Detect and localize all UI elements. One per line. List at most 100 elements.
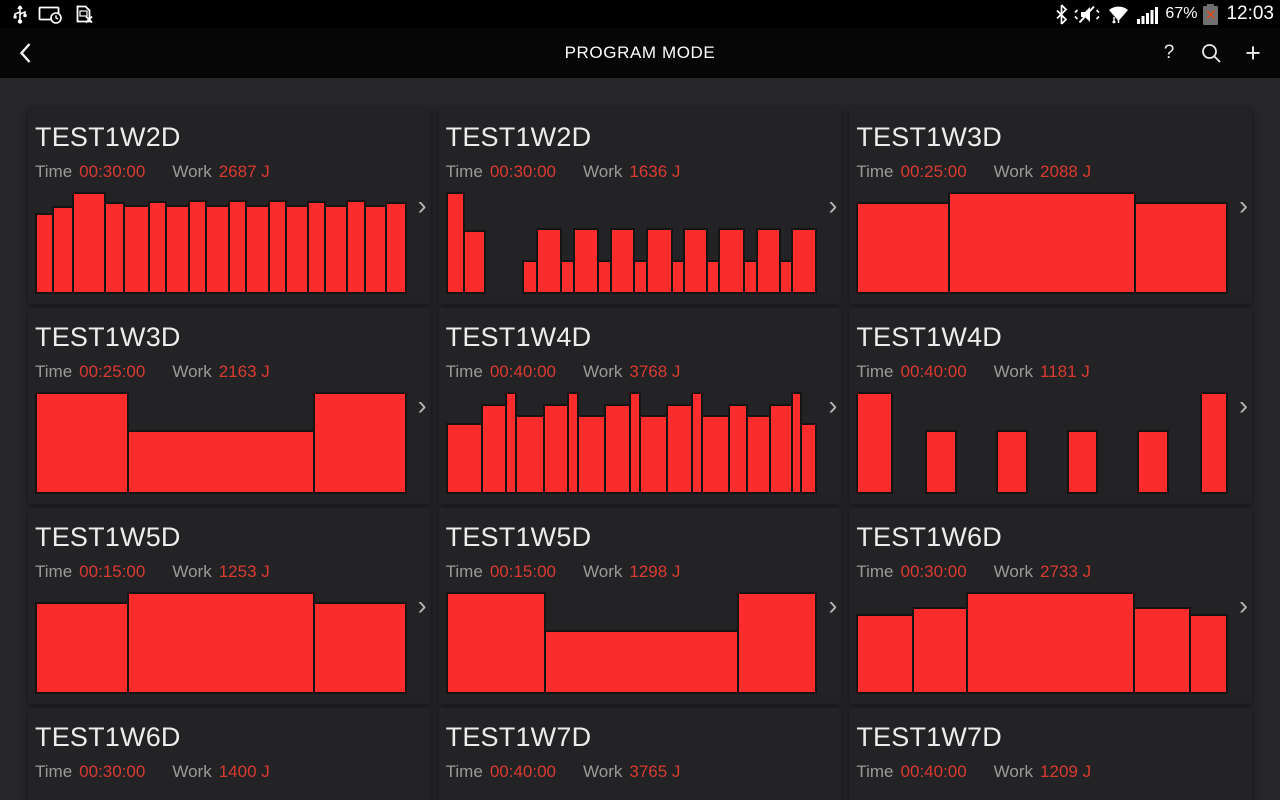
chart-bar: [364, 205, 387, 294]
program-card[interactable]: TEST1W2D Time 00:30:00 Work 2687 J ›: [28, 108, 431, 304]
chart-bar: [104, 202, 125, 294]
program-chart: [446, 792, 818, 800]
chart-bar: [856, 202, 951, 294]
program-chart: [445, 592, 818, 694]
program-chart: [856, 392, 1228, 494]
chart-bar: [285, 205, 310, 294]
chart-bar: [384, 202, 407, 294]
program-grid: TEST1W2D Time 00:30:00 Work 2687 J › TEST1…: [0, 78, 1280, 800]
work-value: 2687 J: [218, 162, 270, 181]
time-value: 00:40:00: [489, 762, 556, 781]
chart-bar: [35, 392, 130, 494]
program-card[interactable]: TEST1W7D Time 00:40:00 Work 3765 J ›: [438, 708, 842, 800]
time-label: Time: [445, 162, 483, 181]
work-label: Work: [583, 562, 623, 581]
chevron-right-icon: ›: [417, 590, 427, 621]
chart-bar: [925, 429, 957, 494]
program-card[interactable]: TEST1W2D Time 00:30:00 Work 1636 J ›: [438, 108, 842, 304]
chart-bar: [535, 227, 562, 294]
usb-icon: [12, 3, 28, 25]
chart-bar: [755, 227, 781, 294]
work-value: 1636 J: [629, 162, 681, 181]
chevron-right-icon: ›: [1239, 792, 1248, 800]
chart-bar: [700, 415, 730, 494]
chart-bar: [604, 404, 631, 494]
program-title: TEST1W6D: [35, 722, 181, 752]
back-button[interactable]: [0, 28, 52, 78]
chart-bar: [717, 227, 745, 294]
program-card[interactable]: TEST1W5D Time 00:15:00 Work 1298 J ›: [438, 508, 842, 704]
work-value: 1209 J: [1040, 762, 1092, 781]
program-title: TEST1W7D: [856, 722, 1002, 752]
chart-bar: [324, 205, 348, 294]
help-button[interactable]: ?: [1163, 42, 1175, 63]
chevron-right-icon: ›: [1238, 390, 1248, 421]
search-button[interactable]: [1192, 28, 1230, 78]
program-card[interactable]: TEST1W7D Time 00:40:00 Work 1209 J ›: [849, 708, 1252, 800]
chart-bar: [445, 422, 483, 494]
program-chart: [856, 592, 1228, 694]
chevron-right-icon: ›: [828, 390, 838, 421]
chart-bar: [480, 404, 508, 494]
status-bar: 67% ✕ 12:03: [0, 0, 1280, 28]
time-value: 00:30:00: [900, 562, 967, 581]
work-value: 2163 J: [218, 362, 270, 381]
chart-bar: [666, 404, 693, 494]
program-chart: [856, 792, 1228, 800]
program-title: TEST1W3D: [856, 122, 1002, 152]
chevron-right-icon: ›: [417, 390, 427, 421]
program-card[interactable]: TEST1W3D Time 00:25:00 Work 2088 J ›: [849, 108, 1252, 304]
time-value: 00:40:00: [489, 362, 556, 381]
chart-bar: [746, 415, 772, 494]
time-value: 00:30:00: [489, 162, 556, 181]
program-title: TEST1W6D: [856, 522, 1002, 552]
work-label: Work: [583, 762, 623, 781]
time-value: 00:30:00: [79, 162, 146, 181]
chart-bar: [856, 392, 893, 494]
chart-bar: [127, 592, 315, 694]
time-label: Time: [856, 362, 894, 381]
chevron-right-icon: ›: [417, 190, 427, 221]
program-title: TEST1W7D: [445, 722, 592, 752]
time-value: 00:25:00: [900, 162, 967, 181]
work-label: Work: [172, 762, 212, 781]
program-card[interactable]: TEST1W3D Time 00:25:00 Work 2163 J ›: [28, 308, 431, 504]
work-value: 3765 J: [629, 762, 681, 781]
program-title: TEST1W2D: [35, 122, 181, 152]
program-title: TEST1W4D: [856, 322, 1002, 352]
program-card[interactable]: TEST1W4D Time 00:40:00 Work 3768 J ›: [438, 308, 842, 504]
work-value: 1400 J: [218, 762, 270, 781]
time-label: Time: [445, 562, 483, 581]
program-card[interactable]: TEST1W6D Time 00:30:00 Work 1400 J ›: [28, 708, 431, 800]
chart-bar: [638, 415, 669, 494]
chart-bar: [1133, 202, 1228, 294]
time-label: Time: [35, 362, 73, 381]
battery-percent: 67%: [1165, 5, 1198, 22]
chart-bar: [1066, 429, 1099, 494]
time-label: Time: [856, 162, 894, 181]
chart-bar: [72, 192, 107, 294]
program-card[interactable]: TEST1W4D Time 00:40:00 Work 1181 J ›: [849, 308, 1252, 504]
program-card[interactable]: TEST1W6D Time 00:30:00 Work 2733 J ›: [849, 508, 1252, 704]
work-label: Work: [172, 362, 212, 381]
time-label: Time: [856, 762, 894, 781]
time-label: Time: [445, 362, 483, 381]
battery-icon: ✕: [1203, 3, 1219, 25]
chart-bar: [610, 227, 636, 294]
chart-bar: [127, 429, 315, 494]
chart-bar: [948, 192, 1136, 294]
chart-bar: [727, 404, 749, 494]
chart-bar: [645, 227, 673, 294]
chevron-right-icon: ›: [828, 190, 838, 221]
add-program-button[interactable]: +: [1245, 37, 1261, 68]
program-card[interactable]: TEST1W5D Time 00:15:00 Work 1253 J ›: [28, 508, 431, 704]
mute-icon: [1074, 4, 1100, 25]
chart-bar: [966, 592, 1135, 694]
chart-bar: [572, 227, 600, 294]
chart-bar: [1132, 607, 1191, 694]
chart-bar: [682, 227, 709, 294]
program-chart: [856, 192, 1228, 294]
program-chart: [35, 792, 407, 800]
program-chart: [35, 192, 407, 294]
time-label: Time: [856, 562, 894, 581]
